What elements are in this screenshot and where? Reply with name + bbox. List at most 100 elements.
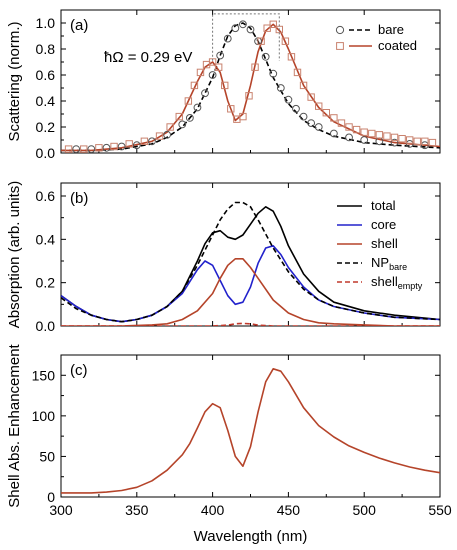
data-point-circle [284,95,293,104]
data-point-circle [292,104,300,113]
data-point-square [405,136,414,144]
data-point-square [64,145,73,153]
legend-marker-circle [335,25,345,35]
data-point-square [368,129,376,138]
data-point-circle [420,141,429,150]
data-point-square [257,37,265,45]
data-point-circle [148,137,156,146]
panel-1: 0.0 0.2 0.4 0.6 (b) Absorption (arb. units) to… [6,181,441,334]
series-line-enhancement [61,367,440,494]
x-tick-label: 450 [277,502,301,518]
series-line-bare [61,22,440,152]
data-point-circle [345,133,353,142]
data-point-circle [269,69,278,78]
data-point-circle [87,145,96,153]
legend-label-bare: bare [378,22,404,37]
data-point-circle [360,136,369,144]
data-point-circle [329,129,338,138]
y-tick-label: 0.2 [36,119,56,135]
data-point-square [281,37,290,45]
series-group [61,367,440,494]
data-point-square [293,68,302,77]
data-point-square [190,81,199,90]
data-point-circle [72,145,81,153]
rabi-splitting-annotation: ħΩ = 0.29 eV [104,49,192,66]
y-tick-label: 0.4 [36,231,56,247]
data-point-square [287,53,296,61]
data-point-circle [178,120,187,129]
y-tick-label: 0.6 [36,67,56,83]
data-point-circle [246,25,255,34]
series-group [61,201,440,326]
data-point-square [322,109,331,117]
data-point-square [214,63,223,71]
data-point-square [390,133,399,142]
y-tick-label: 0.0 [36,145,56,161]
data-point-square [352,125,361,134]
legend-label: core [371,217,396,232]
x-tick-label: 400 [201,502,225,518]
data-point-square [299,81,308,90]
data-point-circle [201,89,209,98]
panel-0: 0.0 0.2 0.4 0.6 0.8 1.0 (a) Scattering (norm.) ħ… [6,9,441,161]
x-tick-label: 550 [428,502,452,518]
data-point-square [155,132,164,140]
y-tick-label: 0.2 [36,275,56,291]
zoom-box [212,13,280,61]
series-line-coated [61,23,440,152]
data-point-circle [163,130,172,139]
data-point-square [398,135,406,143]
data-point-circle [405,140,414,148]
data-point-square [95,144,103,152]
x-axis-label: Wavelength (nm) [194,528,308,545]
data-point-square [227,105,235,113]
data-point-circle [276,84,285,92]
y-tick-label: 0.4 [36,93,56,109]
series-line-shell [61,257,440,326]
panel-2: 300 350 400 450 500 550 0 50 100 150 (c) Shell Abs.… [6,343,452,545]
data-point-circle [216,51,225,60]
x-tick-label: 500 [353,502,377,518]
data-point-circle [299,112,308,121]
data-point-square [428,138,437,147]
data-point-square [125,140,133,148]
data-point-circle [223,34,232,43]
data-point-square [315,102,323,110]
data-point-square [80,145,88,153]
panel-label: (b) [70,190,88,207]
y-tick-label: 100 [32,408,56,424]
data-point-square [345,123,353,131]
data-point-circle [314,123,323,131]
data-point-square [110,142,118,151]
y-axis-label: Absorption (arb. units) [6,181,23,329]
data-point-circle [390,138,399,147]
legend-label: total [371,198,396,213]
data-point-circle [231,24,240,33]
series-group [61,20,440,153]
panel-label: (c) [70,362,88,379]
data-point-square [360,128,368,136]
data-point-circle [185,114,194,122]
panel-label: (a) [70,17,88,34]
data-point-circle [239,20,247,29]
data-point-square [307,93,315,101]
y-tick-label: 1.0 [36,15,56,31]
data-point-circle [193,103,202,112]
y-axis-label: Shell Abs. Enhancement [6,343,23,507]
data-point-square [221,81,229,90]
data-point-circle [132,141,141,150]
data-point-square [263,24,271,32]
legend-label: NPbare [371,255,407,272]
data-point-square [166,123,174,131]
y-tick-label: 150 [32,367,56,383]
y-tick-label: 50 [39,448,55,464]
legend-label: shellempty [371,274,423,291]
legend-label-coated: coated [378,38,417,53]
data-point-square [421,137,429,146]
y-tick-label: 0 [47,489,55,505]
data-point-square [251,63,259,71]
data-point-square [375,131,384,139]
data-point-square [383,132,391,140]
data-point-square [239,112,247,121]
